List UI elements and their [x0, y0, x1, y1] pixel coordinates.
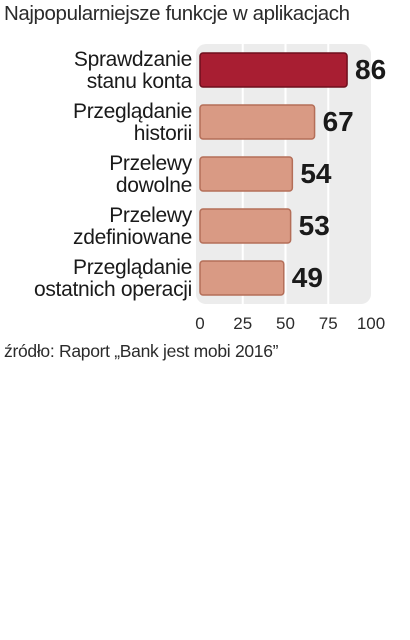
- source-note: źródło: Raport „Bank jest mobi 2016”: [4, 341, 279, 361]
- category-label-1-line-2: stanu konta: [87, 70, 193, 93]
- category-label-3-line-1: Przelewy: [109, 152, 193, 175]
- bar-5: [199, 260, 285, 296]
- category-label-5-line-2: ostatnich operacji: [34, 278, 192, 301]
- x-tick-label-0: 0: [195, 314, 204, 333]
- value-label-3: 54: [300, 158, 332, 189]
- category-label-3-line-2: dowolne: [116, 174, 192, 197]
- bar-1: [199, 52, 348, 88]
- bar-3: [199, 156, 294, 192]
- x-tick-label-25: 25: [233, 314, 252, 333]
- category-label-5-line-1: Przeglądanie: [73, 256, 192, 279]
- category-label-4-line-1: Przelewy: [109, 204, 193, 227]
- value-label-1: 86: [355, 54, 386, 85]
- x-tick-label-75: 75: [319, 314, 338, 333]
- category-label-4-line-2: zdefiniowane: [73, 226, 192, 249]
- value-label-5: 49: [292, 262, 323, 293]
- value-label-4: 53: [299, 210, 330, 241]
- category-label-1-line-1: Sprawdzanie: [74, 48, 192, 71]
- chart-title: Najpopularniejsze funkcje w aplikacjach: [4, 2, 350, 25]
- bar-2: [199, 104, 316, 140]
- x-tick-label-100: 100: [357, 314, 385, 333]
- bar-4: [199, 208, 292, 244]
- x-tick-label-50: 50: [276, 314, 295, 333]
- value-label-2: 67: [323, 106, 354, 137]
- category-label-2-line-2: historii: [134, 122, 192, 145]
- category-label-2-line-1: Przeglądanie: [73, 100, 192, 123]
